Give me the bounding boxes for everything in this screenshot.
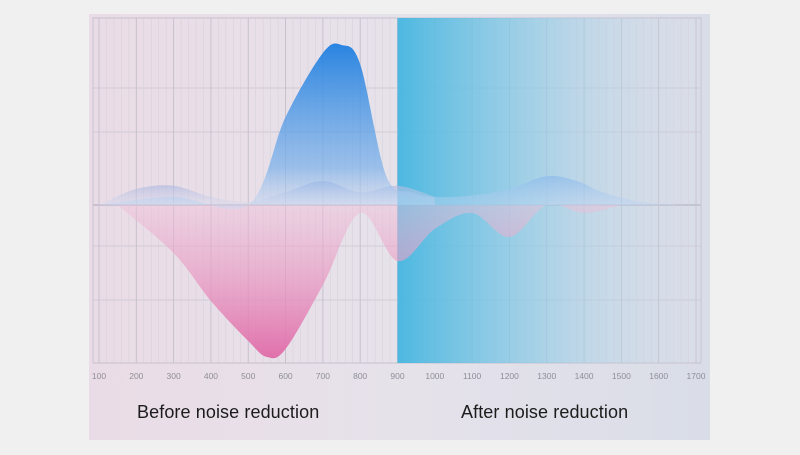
chart-panel: 100 200 300 400 500 600 700 800 900 1000 1100 1200 1…	[89, 14, 710, 440]
x-tick-label: 400	[204, 371, 218, 381]
x-tick-label: 1500	[612, 371, 631, 381]
after-caption: After noise reduction	[461, 402, 629, 422]
x-tick-label: 500	[241, 371, 255, 381]
x-tick-label: 1700	[687, 371, 706, 381]
x-tick-label: 100	[92, 371, 106, 381]
noise-reduction-chart: 100 200 300 400 500 600 700 800 900 1000 1100 1200 1…	[92, 17, 706, 381]
before-caption: Before noise reduction	[137, 402, 320, 422]
x-tick-label: 1200	[500, 371, 519, 381]
pink-wave-area	[117, 204, 622, 359]
x-tick-label: 600	[278, 371, 292, 381]
x-tick-label: 1300	[537, 371, 556, 381]
x-tick-label: 300	[167, 371, 181, 381]
x-tick-label: 1100	[463, 371, 482, 381]
x-tick-label: 800	[353, 371, 367, 381]
x-tick-label: 700	[316, 371, 330, 381]
x-axis-ticks: 100 200 300 400 500 600 700 800 900 1000 1100 1200 1…	[92, 371, 706, 381]
chart-series	[99, 43, 678, 359]
x-tick-label: 1600	[649, 371, 668, 381]
x-tick-label: 1400	[575, 371, 594, 381]
x-tick-label: 200	[129, 371, 143, 381]
x-tick-label: 900	[390, 371, 404, 381]
x-tick-label: 1000	[425, 371, 444, 381]
